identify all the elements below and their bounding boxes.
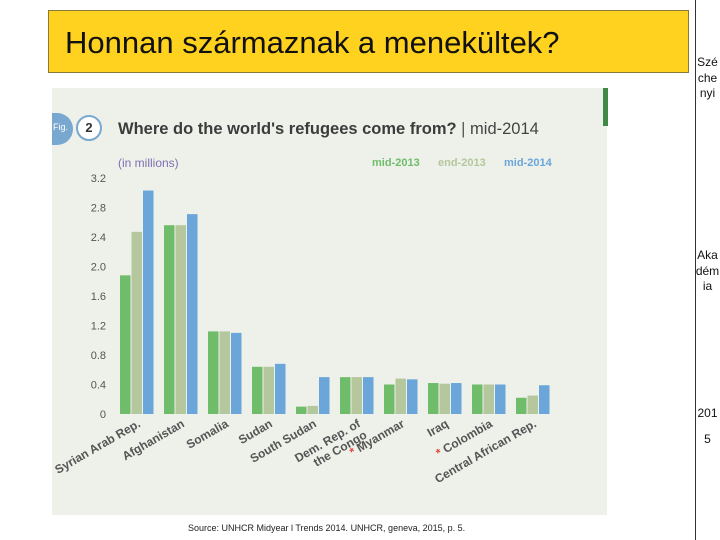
bar-end-2013-6 <box>395 378 406 414</box>
bar-mid-2013-9 <box>516 397 527 414</box>
category-label: Iraq <box>425 416 451 439</box>
figure-number: 2 <box>76 115 102 141</box>
y-tick-label: 2.4 <box>91 232 106 244</box>
y-tick-label: 1.2 <box>91 321 106 333</box>
unit-label: (in millions) <box>118 156 179 170</box>
bar-mid-2014-7 <box>451 383 462 414</box>
bar-mid-2013-7 <box>428 383 439 414</box>
bar-end-2013-9 <box>527 395 538 414</box>
bar-mid-2013-0 <box>120 275 131 414</box>
category-label-span: Iraq <box>425 416 451 439</box>
figure-title: Where do the world's refugees come from?… <box>118 120 539 139</box>
source-note: Source: UNHCR Midyear l Trends 2014. UNH… <box>188 523 466 533</box>
bar-end-2013-5 <box>351 377 362 414</box>
y-tick-label: 3.2 <box>91 173 106 185</box>
bar-end-2013-8 <box>483 384 494 414</box>
category-label-span: Somalia <box>184 416 231 451</box>
bar-mid-2014-5 <box>363 377 374 414</box>
bar-mid-2014-0 <box>143 190 154 414</box>
bar-mid-2013-5 <box>340 377 351 414</box>
bar-mid-2013-6 <box>384 384 395 414</box>
y-tick-label: 1.6 <box>91 291 106 303</box>
bar-mid-2013-8 <box>472 384 483 414</box>
figure-title-main: Where do the world's refugees come from? <box>118 120 457 138</box>
y-tick-label: 0.4 <box>91 380 106 392</box>
slide-title-box: Honnan származnak a menekültek? <box>48 10 689 73</box>
y-tick-label: 2.0 <box>91 262 106 274</box>
bar-mid-2014-3 <box>275 363 286 414</box>
side-panel <box>695 0 720 540</box>
y-tick-label: 0.8 <box>91 350 106 362</box>
bar-mid-2014-9 <box>539 385 550 414</box>
bar-end-2013-4 <box>307 405 318 414</box>
bar-mid-2014-2 <box>231 332 242 414</box>
legend-end-2013: end-2013 <box>438 157 486 169</box>
category-label-text: Iraq <box>425 416 451 439</box>
bar-mid-2014-1 <box>187 214 198 414</box>
y-tick-label: 0 <box>100 409 106 421</box>
slide-title: Honnan származnak a menekültek? <box>65 25 560 60</box>
sidebar-line-1: Széchenyi <box>697 55 718 100</box>
bar-end-2013-3 <box>263 366 274 414</box>
figure-title-separator: | <box>456 120 471 138</box>
bar-end-2013-0 <box>131 231 142 414</box>
fig-badge-label: Fig. <box>53 122 69 132</box>
legend-mid-2013: mid-2013 <box>372 157 420 169</box>
bar-end-2013-7 <box>439 383 450 414</box>
bar-end-2013-1 <box>175 225 186 414</box>
sidebar-line-2: Akadémia <box>695 248 720 293</box>
bar-mid-2013-2 <box>208 331 219 414</box>
bar-mid-2014-6 <box>407 379 418 414</box>
bar-mid-2013-3 <box>252 366 263 414</box>
category-label: Somalia <box>184 416 231 451</box>
bar-mid-2014-8 <box>495 384 506 414</box>
y-tick-label: 2.8 <box>91 203 106 215</box>
bar-end-2013-2 <box>219 331 230 414</box>
sidebar-line-3: 2015 <box>697 406 718 446</box>
category-label-text: Somalia <box>184 416 231 451</box>
fig-badge <box>52 113 73 145</box>
bar-mid-2014-4 <box>319 377 330 414</box>
bar-mid-2013-4 <box>296 406 307 414</box>
legend-mid-2014: mid-2014 <box>504 157 552 169</box>
green-accent-bar <box>603 88 608 126</box>
bar-mid-2013-1 <box>164 225 175 414</box>
figure-title-period: mid-2014 <box>470 120 539 138</box>
